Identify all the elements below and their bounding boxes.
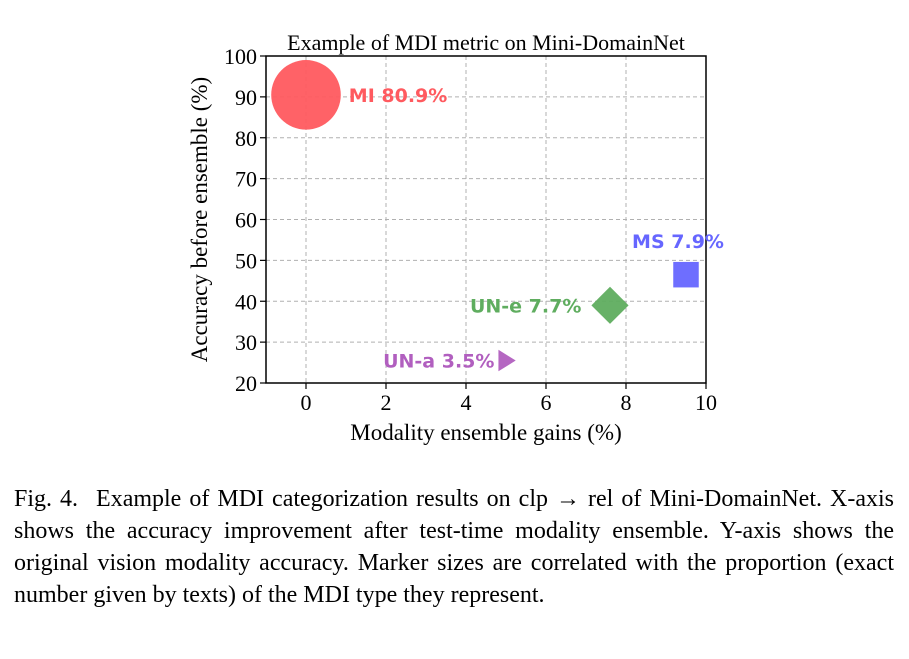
x-tick-label: 6 <box>541 390 552 415</box>
point-label: UN-e 7.7% <box>470 295 581 317</box>
y-tick-label: 100 <box>224 44 257 69</box>
y-tick-label: 90 <box>235 85 257 110</box>
x-tick-label: 2 <box>381 390 392 415</box>
point-label: MI 80.9% <box>349 85 448 107</box>
y-tick-label: 70 <box>235 167 257 192</box>
data-points: MI 80.9% MS 7.9% UN-e 7.7% UN-a 3.5% <box>271 60 724 373</box>
y-tick-label: 60 <box>235 208 257 233</box>
x-tick-label: 4 <box>461 390 472 415</box>
point-label: MS 7.9% <box>632 231 724 253</box>
point-label: UN-a 3.5% <box>383 351 494 373</box>
scatter-chart: 0 2 4 6 8 10 20 30 40 50 60 70 80 90 100 MI 80.9% MS 7.… <box>187 30 724 445</box>
figure-caption: Fig. 4. Example of MDI categorization res… <box>14 483 894 611</box>
x-tick-label: 8 <box>621 390 632 415</box>
ticks: 0 2 4 6 8 10 20 30 40 50 60 70 80 90 100 <box>224 44 717 415</box>
point-marker-circle <box>271 60 341 130</box>
caption-text: Example of MDI categorization results on… <box>14 486 894 608</box>
y-tick-label: 30 <box>235 330 257 355</box>
y-tick-label: 20 <box>235 371 257 396</box>
caption-figure-number: Fig. 4. <box>14 486 79 512</box>
point-marker-diamond <box>591 286 629 324</box>
x-tick-label: 10 <box>695 390 717 415</box>
y-tick-label: 50 <box>235 248 257 273</box>
point-marker-square <box>673 261 699 288</box>
x-axis-label: Modality ensemble gains (%) <box>350 420 621 445</box>
y-axis-label: Accuracy before ensemble (%) <box>187 77 212 362</box>
point-marker-triangle-right <box>498 349 516 372</box>
x-tick-label: 0 <box>301 390 312 415</box>
y-tick-label: 80 <box>235 126 257 151</box>
chart-title: Example of MDI metric on Mini-DomainNet <box>287 30 685 55</box>
figure: 0 2 4 6 8 10 20 30 40 50 60 70 80 90 100 MI 80.9% MS 7.… <box>187 30 724 445</box>
y-tick-label: 40 <box>235 289 257 314</box>
